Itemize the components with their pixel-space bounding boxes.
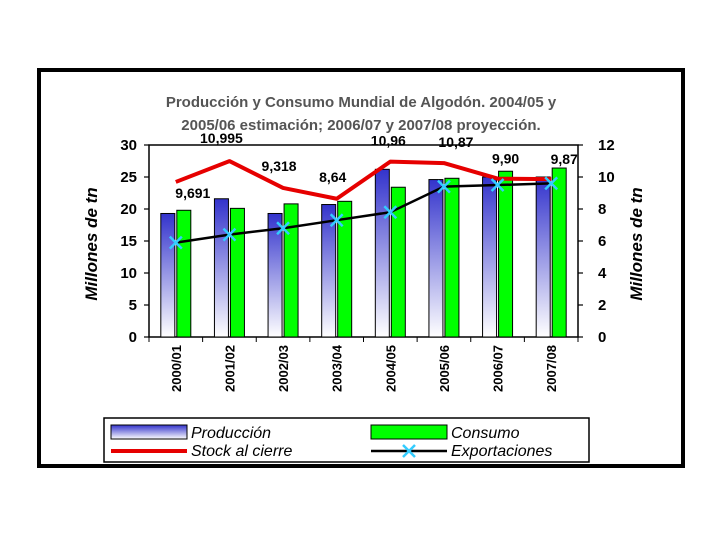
- y-axis-title-right: Millones de tn: [627, 187, 646, 300]
- bar-produccion: [482, 176, 498, 338]
- marker-exportaciones: [329, 213, 344, 228]
- y-tick-label-right: 8: [598, 201, 606, 218]
- y-axis-title-left: Millones de tn: [82, 187, 101, 300]
- marker-exportaciones: [437, 179, 451, 194]
- bar-produccion: [160, 212, 176, 338]
- bar-produccion: [213, 198, 229, 338]
- bar-consumo: [229, 207, 245, 338]
- marker-stroke: [276, 221, 290, 236]
- data-label-stock: 9,90: [492, 151, 519, 167]
- y-tick-label-left: 20: [120, 201, 137, 218]
- x-tick-label: 2001/02: [222, 345, 237, 392]
- x-tick-label: 2000/01: [169, 345, 184, 392]
- x-tick-label: 2004/05: [383, 345, 398, 392]
- marker-stroke: [437, 179, 451, 194]
- chart-title-line1: Producción y Consumo Mundial de Algodón.…: [166, 94, 557, 111]
- x-tick-label: 2007/08: [544, 345, 559, 392]
- y-tick-label-left: 0: [129, 329, 137, 346]
- x-tick-label: 2005/06: [437, 345, 452, 392]
- legend-swatch-produccion: [110, 424, 188, 440]
- data-label-stock: 10,96: [371, 133, 406, 149]
- marker-stroke: [168, 235, 183, 250]
- legend-label-produccion: Producción: [191, 425, 271, 442]
- bar-consumo: [176, 209, 192, 338]
- bar-produccion: [374, 168, 390, 338]
- plot-area: 0 5 10 15 20 25 30 0 2 4 6 8 10 12 2000/01 2001/02 2002/…: [120, 130, 614, 392]
- data-label-stock: 8,64: [319, 169, 346, 185]
- y-tick-label-left: 5: [129, 297, 137, 314]
- bar-produccion: [535, 176, 551, 338]
- y-tick-label-left: 30: [120, 137, 137, 154]
- chart-title-line2: 2005/06 estimación; 2006/07 y 2007/08 pr…: [181, 117, 540, 134]
- y-tick-label-right: 10: [598, 169, 615, 186]
- legend-label-consumo: Consumo: [451, 425, 520, 442]
- line-stock-al-cierre: [175, 159, 552, 201]
- marker-exportaciones: [544, 176, 559, 191]
- y-tick-label-left: 25: [120, 169, 137, 186]
- bar-consumo: [283, 203, 299, 338]
- data-label-stock: 9,87: [551, 151, 578, 167]
- chart: Producción y Consumo Mundial de Algodón.…: [82, 94, 646, 463]
- marker-stroke: [222, 227, 237, 242]
- bar-produccion: [267, 212, 283, 338]
- bar-consumo: [390, 186, 406, 338]
- marker-stroke: [490, 178, 505, 192]
- plot-frame: [148, 144, 579, 338]
- marker-exportaciones: [222, 227, 237, 242]
- y-tick-label-right: 12: [598, 137, 615, 154]
- data-label-stock: 10,87: [438, 134, 473, 150]
- bar-produccion: [428, 179, 444, 338]
- y-tick-label-right: 0: [598, 329, 606, 346]
- marker-exportaciones: [168, 235, 183, 250]
- bar-consumo: [498, 170, 514, 338]
- data-label-stock: 9,318: [262, 158, 297, 174]
- data-label-stock: 10,995: [200, 130, 243, 146]
- legend-marker-exportaciones: [402, 444, 416, 458]
- marker-exportaciones: [490, 178, 505, 192]
- y-tick-label-left: 10: [120, 265, 137, 282]
- legend: Producción Consumo Stock al cierre Expor…: [103, 417, 590, 463]
- marker-stroke: [383, 205, 398, 220]
- y-tick-label-left: 15: [120, 233, 137, 250]
- marker-exportaciones: [383, 205, 398, 220]
- marker-exportaciones: [276, 221, 290, 236]
- x-tick-label: 2002/03: [276, 345, 291, 392]
- legend-label-stock: Stock al cierre: [191, 443, 292, 460]
- marker-stroke: [329, 213, 344, 228]
- chart-frame: Producción y Consumo Mundial de Algodón.…: [37, 68, 685, 468]
- y-tick-label-right: 6: [598, 233, 606, 250]
- x-tick-label: 2003/04: [330, 344, 345, 392]
- legend-swatch-consumo: [370, 424, 448, 440]
- line-exportaciones: [175, 182, 552, 244]
- marker-stroke: [544, 176, 559, 191]
- bar-consumo: [551, 167, 567, 338]
- legend-label-exportaciones: Exportaciones: [451, 443, 552, 460]
- bar-produccion: [321, 204, 337, 338]
- y-tick-label-right: 4: [598, 265, 607, 282]
- bar-consumo: [337, 200, 353, 338]
- data-label-stock: 9,691: [175, 185, 210, 201]
- bar-consumo: [444, 177, 460, 338]
- x-tick-label: 2006/07: [491, 345, 506, 392]
- y-tick-label-right: 2: [598, 297, 606, 314]
